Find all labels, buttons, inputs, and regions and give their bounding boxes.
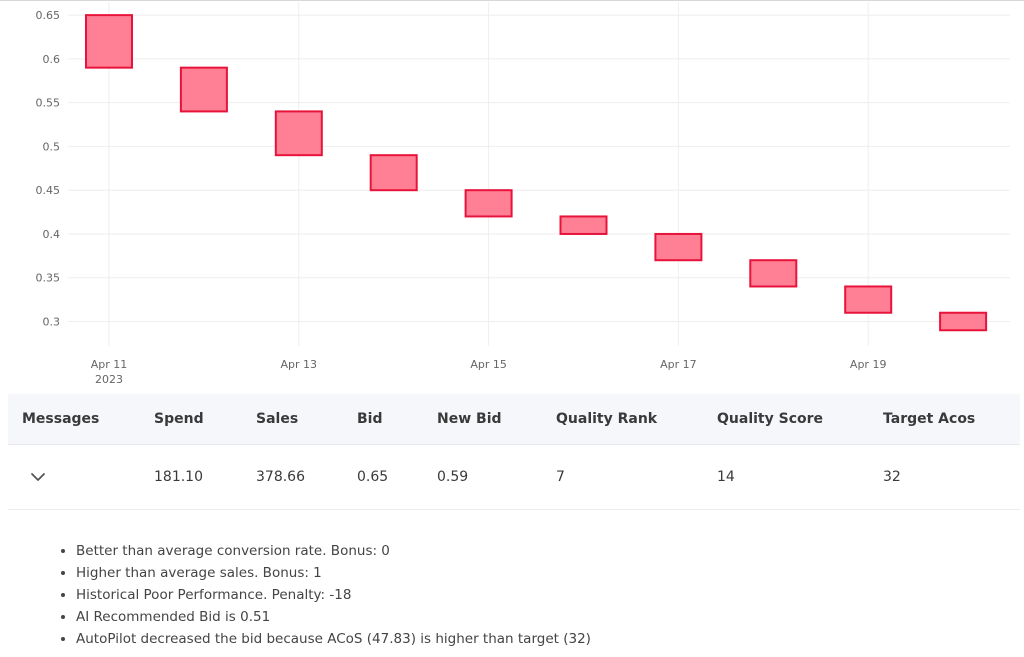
expand-messages-button[interactable] (28, 467, 48, 487)
table-header-row: Messages Spend Sales Bid New Bid Quality… (8, 394, 1020, 445)
cell-bid: 0.65 (357, 469, 389, 485)
chevron-down-icon (31, 473, 45, 481)
candle-6 (559, 215, 608, 235)
x-tick-label: Apr 11 (91, 358, 128, 371)
y-tick-label: 0.3 (43, 315, 61, 328)
table-row: 181.10 378.66 0.65 0.59 7 14 32 (8, 445, 1020, 510)
y-tick-label: 0.65 (36, 9, 61, 22)
y-tick-label: 0.5 (43, 140, 61, 153)
y-tick-label: 0.55 (36, 97, 61, 110)
x-tick-sublabel: 2023 (95, 373, 123, 386)
cell-new-bid: 0.59 (437, 469, 469, 485)
candle-1 (85, 14, 133, 69)
bid-details-table: Messages Spend Sales Bid New Bid Quality… (8, 394, 1020, 510)
candle-8 (749, 259, 798, 288)
header-new-bid[interactable]: New Bid (437, 411, 502, 427)
cell-sales: 378.66 (256, 469, 305, 485)
header-messages[interactable]: Messages (22, 411, 100, 427)
header-spend[interactable]: Spend (154, 411, 204, 427)
header-quality-rank[interactable]: Quality Rank (556, 411, 658, 427)
messages-list: Better than average conversion rate. Bon… (56, 540, 591, 650)
candle-7 (654, 232, 703, 262)
x-tick-label: Apr 17 (660, 358, 697, 371)
x-tick-label: Apr 15 (470, 358, 507, 371)
candle-4 (369, 154, 418, 192)
message-item: Better than average conversion rate. Bon… (76, 540, 591, 562)
header-quality-score[interactable]: Quality Score (717, 411, 824, 427)
cell-target-acos: 32 (883, 469, 901, 485)
y-tick-label: 0.45 (36, 184, 61, 197)
candle-3 (274, 110, 323, 157)
x-tick-label: Apr 19 (850, 358, 887, 371)
cell-quality-rank: 7 (556, 469, 565, 485)
x-tick-label: Apr 13 (281, 358, 318, 371)
header-bid[interactable]: Bid (357, 411, 383, 427)
candle-2 (179, 66, 228, 113)
bid-candlestick-chart: 0.3 0.35 0.4 0.45 0.5 0.55 0.6 0.65 Apr 11 2023 Ap… (36, 2, 1010, 386)
candle-9 (844, 285, 893, 314)
y-tick-label: 0.35 (36, 272, 61, 285)
candle-10 (939, 311, 988, 332)
cell-quality-score: 14 (717, 469, 735, 485)
message-item: AutoPilot decreased the bid because ACoS… (76, 628, 591, 650)
header-sales[interactable]: Sales (256, 411, 299, 427)
message-item: Historical Poor Performance. Penalty: -1… (76, 584, 591, 606)
message-item: AI Recommended Bid is 0.51 (76, 606, 591, 628)
candle-5 (464, 189, 513, 218)
header-target-acos[interactable]: Target Acos (883, 411, 976, 427)
y-tick-label: 0.4 (43, 228, 61, 241)
y-tick-label: 0.6 (43, 53, 61, 66)
cell-spend: 181.10 (154, 469, 203, 485)
top-border (0, 0, 1024, 1)
message-item: Higher than average sales. Bonus: 1 (76, 562, 591, 584)
